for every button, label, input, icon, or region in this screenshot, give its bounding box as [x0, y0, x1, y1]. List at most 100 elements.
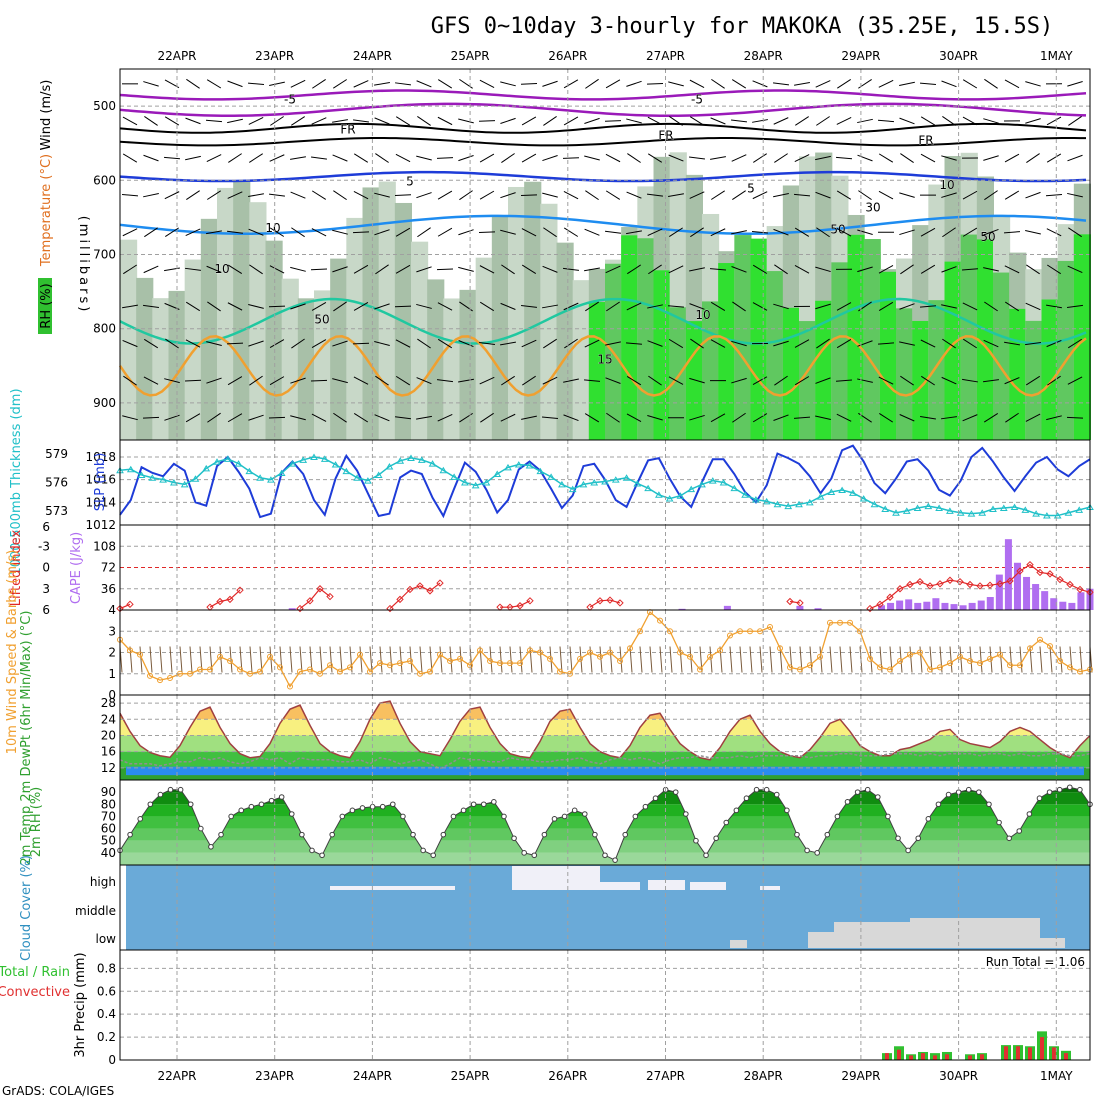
barb	[604, 230, 622, 234]
barb	[1047, 375, 1061, 386]
low-cloud	[910, 918, 1040, 948]
rh-band-wet	[993, 272, 1011, 440]
cape-bar	[977, 600, 985, 610]
rh-band	[508, 186, 526, 440]
barb	[816, 116, 830, 126]
thickness-marker	[493, 470, 502, 477]
temp-contour-20	[118, 334, 1087, 397]
rh-marker	[248, 803, 255, 810]
barb	[983, 228, 999, 236]
day-label-top: 24APR	[353, 49, 392, 63]
barb	[122, 153, 138, 163]
wind-marker	[947, 660, 953, 667]
barb	[143, 265, 159, 274]
thickness-marker	[439, 466, 448, 474]
rh-tick: 60	[101, 822, 116, 836]
barb	[900, 153, 914, 163]
barb	[732, 412, 746, 423]
lifted-marker	[1006, 577, 1014, 585]
wind-marker	[597, 653, 603, 660]
barb	[689, 191, 705, 199]
barb	[731, 154, 747, 162]
cape-bar	[887, 602, 895, 610]
barb	[269, 339, 285, 349]
rh-band	[362, 187, 380, 440]
wind-marker	[627, 645, 633, 652]
wind-barb	[989, 646, 993, 673]
barb	[374, 229, 390, 236]
thickness-marker	[558, 480, 566, 488]
barb	[394, 305, 412, 308]
day-label-bottom: 1MAY	[1040, 1069, 1073, 1083]
barb	[185, 155, 201, 161]
ylabel-temp: Temperature (°C)	[39, 154, 54, 267]
barb	[374, 192, 390, 198]
rh-band-wet	[928, 300, 946, 440]
wind-marker	[987, 655, 993, 662]
barb	[900, 264, 914, 275]
rh-band	[443, 298, 461, 440]
barb	[310, 379, 328, 382]
rh-marker	[683, 811, 689, 817]
barb	[228, 153, 242, 163]
rh-shading	[120, 152, 1091, 441]
cape-bar	[796, 605, 804, 610]
barb	[249, 375, 263, 386]
barb	[543, 338, 557, 349]
thickness-marker	[223, 455, 232, 462]
wind-marker	[737, 628, 743, 635]
wind-barb	[1019, 646, 1023, 673]
contour-label: 5	[406, 174, 414, 188]
wind-tick: 0	[108, 688, 116, 702]
barb	[962, 302, 978, 311]
barb	[984, 190, 998, 201]
barb	[478, 231, 496, 234]
wind-barb	[829, 646, 833, 673]
barb	[858, 190, 872, 201]
rh-marker	[218, 831, 224, 838]
barb	[1067, 81, 1083, 87]
barb	[332, 154, 348, 162]
barb	[312, 78, 326, 89]
barb	[793, 416, 811, 419]
barb	[121, 193, 139, 197]
barb	[920, 339, 936, 348]
thickness-marker	[1032, 510, 1040, 517]
barb	[185, 267, 201, 271]
lifted-line	[209, 589, 241, 608]
wind-barb	[569, 646, 573, 673]
rh-band-wet	[782, 307, 800, 440]
rh-marker	[723, 819, 730, 826]
rh-marker	[844, 799, 851, 805]
thickness-marker	[752, 496, 760, 503]
barb	[227, 302, 243, 311]
rh-tick: 90	[101, 785, 116, 799]
thickness-marker	[482, 479, 491, 486]
wind-marker	[507, 660, 513, 667]
thickness-marker	[159, 476, 167, 483]
barb	[394, 416, 412, 420]
barb	[962, 414, 978, 422]
wind-barb	[399, 646, 403, 673]
barb	[794, 376, 810, 386]
barb	[374, 303, 390, 310]
barb	[1025, 375, 1041, 386]
wind-barb	[1059, 646, 1063, 673]
rh-marker	[935, 801, 942, 808]
barb	[857, 229, 873, 235]
barb	[899, 192, 915, 198]
barb	[710, 228, 726, 237]
barb	[290, 377, 306, 384]
wind-barb	[299, 646, 303, 673]
wind-marker	[777, 645, 783, 652]
day-label-bottom: 28APR	[744, 1069, 783, 1083]
barb	[899, 229, 915, 236]
wind-barb	[1079, 646, 1083, 673]
temp-contour-fr	[119, 122, 1087, 134]
barb	[333, 79, 347, 89]
rh-fill	[120, 787, 1090, 865]
rh-marker	[915, 835, 922, 842]
wind-barb	[319, 646, 323, 673]
barb	[206, 230, 222, 235]
legend-convective: Convective	[0, 985, 70, 1000]
